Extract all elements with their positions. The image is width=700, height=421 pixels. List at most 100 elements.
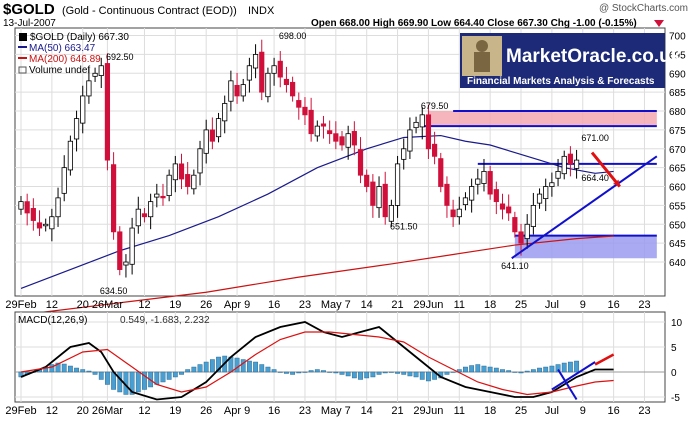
macd-x-tick-label: 18 xyxy=(484,405,496,417)
macd-histogram-bar xyxy=(265,366,271,373)
candle-body xyxy=(536,193,543,204)
legend-ma50: MA(50) 663.47 xyxy=(29,43,96,54)
candle-body xyxy=(573,159,580,169)
price-x-tick-label: 26 xyxy=(200,299,212,311)
macd-histogram-bar xyxy=(419,371,425,380)
macd-histogram-bar xyxy=(413,371,419,378)
candle-body xyxy=(49,216,55,230)
price-annotation-label: 671.00 xyxy=(581,133,609,143)
candle-body xyxy=(401,148,407,160)
macd-histogram-bar xyxy=(450,371,456,373)
macd-histogram-bar xyxy=(98,371,104,380)
macd-x-tick-label: 29Feb xyxy=(5,405,36,417)
candle-body xyxy=(265,72,271,98)
price-annotations: 692.50 634.50 698.00 679.50 651.50 641.10 671.… xyxy=(100,31,609,296)
price-tick-label: 690 xyxy=(669,69,686,80)
price-x-tick-label: 23 xyxy=(299,299,311,311)
candle-body xyxy=(555,171,561,179)
macd-histogram-bar xyxy=(259,364,265,373)
macd-histogram-bar xyxy=(327,371,333,373)
macd-histogram-bar xyxy=(74,367,79,373)
price-x-tick-label: 9 xyxy=(580,299,586,311)
candle-body xyxy=(104,63,111,161)
candle-body xyxy=(549,182,555,187)
candle-body xyxy=(252,54,259,69)
candle-body xyxy=(277,60,283,78)
macd-histogram-bar xyxy=(493,367,499,373)
macd-x-tick-label: 29Jun xyxy=(413,405,443,417)
down-triangle-icon xyxy=(654,20,664,27)
candle-body xyxy=(296,100,302,108)
candle-body xyxy=(345,133,351,148)
candle-body xyxy=(191,174,197,190)
legend-swatch-gold xyxy=(19,33,27,41)
macd-histogram-bar xyxy=(339,371,345,375)
price-x-tick-label: 16 xyxy=(268,299,280,311)
candle-body xyxy=(333,133,339,142)
price-tick-label: 680 xyxy=(669,107,686,118)
macd-values: 0.549, -1.683, 2.232 xyxy=(120,315,210,326)
price-tick-label: 640 xyxy=(669,258,686,269)
candle-body xyxy=(160,195,166,199)
price-tick-label: 700 xyxy=(669,32,686,43)
macd-histogram-bar xyxy=(555,364,561,373)
candle-body xyxy=(18,201,24,210)
candle-body xyxy=(215,118,222,138)
candle-body xyxy=(185,174,191,187)
candle-body xyxy=(271,65,277,74)
macd-x-tick-label: 14 xyxy=(361,405,373,417)
price-y-axis: 640 645 650 655 660 665 670 675 680 685 690 695 700 xyxy=(669,32,686,269)
candle-body xyxy=(24,201,30,214)
candle-body xyxy=(61,167,67,194)
macd-histogram-bar xyxy=(247,360,252,373)
macd-x-tick-label: 25 xyxy=(515,405,527,417)
candle-body xyxy=(450,209,456,218)
ohlc-summary: Open 668.00 High 669.90 Low 664.40 Close… xyxy=(311,18,637,29)
macd-x-tick-label: 26 xyxy=(200,405,212,417)
macd-histogram-bar xyxy=(407,371,413,377)
candle-body xyxy=(543,186,549,200)
macd-histogram-bar xyxy=(216,356,221,373)
candle-body xyxy=(327,130,333,135)
candle-body xyxy=(431,143,438,157)
trend-line xyxy=(511,155,658,260)
candle-body xyxy=(302,106,308,116)
macd-histogram-bar xyxy=(321,370,326,373)
candle-body xyxy=(376,186,382,209)
macd-tick-label: 10 xyxy=(671,318,683,329)
candle-body xyxy=(493,189,499,203)
macd-histogram-bar xyxy=(166,371,172,380)
marketoracle-logo: MarketOracle.co.uk Financial Markets Ana… xyxy=(460,33,682,88)
candle-body xyxy=(166,174,172,196)
candle-body xyxy=(36,222,43,229)
candle-body xyxy=(481,171,487,184)
macd-histogram-bar xyxy=(160,371,166,383)
macd-histogram-bar xyxy=(568,361,573,373)
candle-body xyxy=(43,223,49,227)
price-annotation-label: 679.50 xyxy=(421,101,449,111)
candle-body xyxy=(308,109,314,135)
macd-histogram-bar xyxy=(179,371,184,375)
price-tick-label: 685 xyxy=(669,88,686,99)
price-annotation-label: 692.50 xyxy=(106,52,134,62)
macd-tick-label: 5 xyxy=(671,343,677,354)
macd-histogram-bar xyxy=(49,364,55,373)
price-x-tick-label: 16 xyxy=(607,299,619,311)
price-x-tick-label: May 7 xyxy=(321,299,351,311)
candle-body xyxy=(178,163,185,180)
price-x-tick-label: Apr 9 xyxy=(224,299,250,311)
price-tick-label: 665 xyxy=(669,164,686,175)
candle-body xyxy=(561,155,567,175)
price-x-tick-label: 11 xyxy=(454,299,465,311)
macd-histogram-bar xyxy=(203,361,209,373)
candle-body xyxy=(413,121,419,129)
candle-body xyxy=(487,171,493,195)
candle-body xyxy=(135,208,141,227)
macd-histogram-bar xyxy=(172,371,178,378)
candle-body xyxy=(506,206,512,214)
macd-histogram-bar xyxy=(506,370,512,373)
candle-body xyxy=(92,72,98,77)
candle-body xyxy=(419,114,425,128)
candle-body xyxy=(357,149,364,176)
candle-body xyxy=(462,197,469,206)
